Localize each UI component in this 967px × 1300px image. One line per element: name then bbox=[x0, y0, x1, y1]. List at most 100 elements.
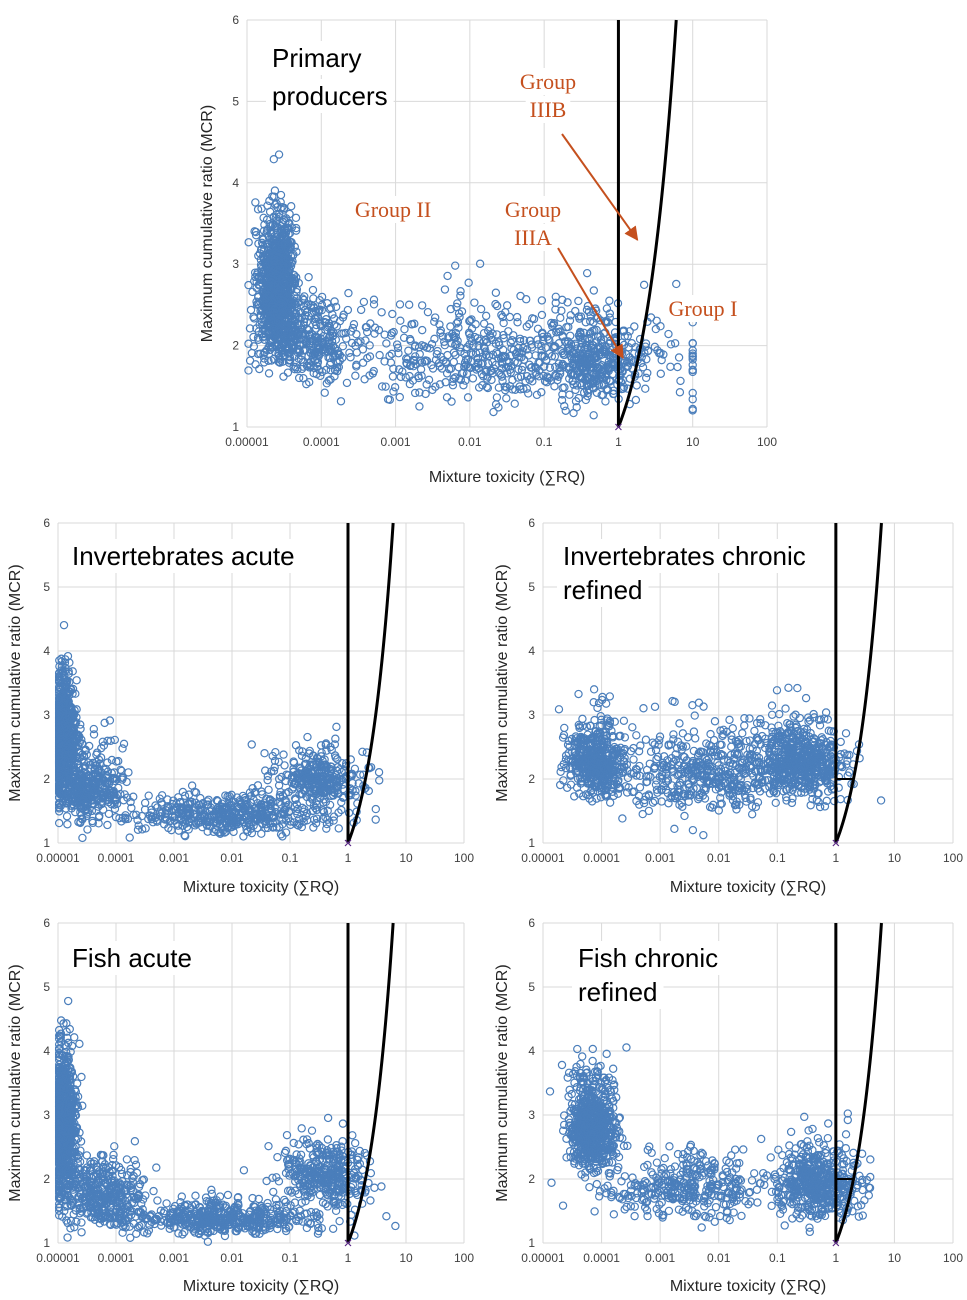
data-point bbox=[630, 322, 639, 331]
data-point bbox=[87, 806, 97, 816]
data-point bbox=[745, 714, 754, 723]
data-point bbox=[275, 286, 285, 296]
data-point bbox=[430, 317, 439, 326]
data-point bbox=[284, 807, 294, 816]
data-point bbox=[351, 371, 360, 380]
data-point bbox=[594, 752, 604, 762]
data-point bbox=[247, 348, 257, 358]
data-point bbox=[381, 382, 390, 391]
data-point bbox=[279, 372, 288, 381]
data-point bbox=[562, 322, 571, 332]
data-point bbox=[266, 267, 275, 276]
data-point bbox=[597, 370, 607, 379]
x-tick-label: 1 bbox=[615, 435, 622, 449]
data-point bbox=[572, 758, 582, 767]
data-point bbox=[431, 382, 440, 391]
data-point bbox=[401, 354, 411, 363]
data-point bbox=[74, 792, 83, 802]
data-point bbox=[317, 300, 327, 310]
data-point bbox=[456, 287, 465, 296]
data-point bbox=[356, 305, 366, 315]
data-point bbox=[55, 759, 65, 769]
data-point bbox=[551, 305, 560, 314]
data-point bbox=[470, 298, 479, 307]
data-point bbox=[100, 776, 110, 786]
data-point bbox=[129, 810, 138, 820]
x-tick-label: 0.00001 bbox=[225, 435, 269, 449]
data-point bbox=[352, 360, 361, 370]
data-point bbox=[70, 719, 79, 728]
data-point bbox=[345, 789, 355, 798]
data-point bbox=[666, 362, 675, 371]
data-point bbox=[876, 796, 886, 805]
data-point bbox=[738, 728, 747, 738]
data-point bbox=[517, 365, 527, 375]
data-point bbox=[451, 350, 460, 360]
data-point bbox=[63, 820, 72, 829]
data-point bbox=[344, 288, 353, 298]
data-point bbox=[281, 828, 291, 837]
data-point bbox=[410, 342, 420, 351]
data-point bbox=[460, 362, 469, 372]
data-point bbox=[771, 798, 780, 808]
data-point bbox=[605, 296, 614, 305]
data-point bbox=[287, 772, 297, 782]
chart-title: Invertebrates acute bbox=[66, 539, 301, 573]
data-point bbox=[394, 349, 403, 358]
data-point bbox=[239, 832, 248, 841]
data-point bbox=[309, 348, 319, 357]
data-point bbox=[160, 815, 170, 824]
data-point bbox=[325, 360, 335, 370]
data-point bbox=[283, 224, 293, 233]
data-point bbox=[167, 806, 176, 816]
data-point bbox=[600, 347, 609, 357]
data-point bbox=[371, 804, 380, 814]
data-point bbox=[264, 785, 273, 795]
data-point bbox=[116, 765, 125, 775]
data-point bbox=[129, 792, 138, 801]
title-background bbox=[266, 79, 394, 113]
data-point bbox=[72, 779, 82, 789]
data-point bbox=[251, 231, 261, 240]
data-point bbox=[274, 150, 284, 159]
data-point bbox=[565, 742, 574, 751]
data-point bbox=[529, 314, 539, 324]
data-point bbox=[112, 757, 121, 766]
data-point bbox=[516, 385, 525, 394]
data-point bbox=[564, 342, 574, 351]
data-point bbox=[388, 309, 397, 319]
data-point bbox=[291, 223, 301, 233]
data-point bbox=[273, 253, 282, 263]
x-tick-label: 0.0001 bbox=[583, 851, 620, 865]
data-point bbox=[107, 755, 117, 765]
data-point bbox=[459, 381, 468, 390]
data-point bbox=[405, 371, 414, 381]
data-point bbox=[315, 365, 324, 375]
data-point bbox=[82, 806, 91, 815]
data-point bbox=[463, 393, 473, 402]
data-point bbox=[605, 716, 615, 726]
data-point bbox=[448, 381, 458, 390]
data-point bbox=[404, 346, 413, 355]
data-point bbox=[253, 333, 263, 342]
data-point bbox=[491, 288, 501, 297]
data-point bbox=[300, 329, 310, 339]
data-point bbox=[345, 348, 354, 358]
data-point bbox=[57, 657, 66, 666]
data-point bbox=[318, 782, 328, 792]
data-point bbox=[292, 287, 301, 297]
data-point bbox=[252, 324, 261, 333]
data-point bbox=[689, 746, 699, 756]
data-point bbox=[56, 730, 65, 740]
data-point bbox=[574, 689, 583, 699]
data-point bbox=[334, 824, 343, 833]
data-point bbox=[405, 361, 415, 371]
data-point bbox=[270, 756, 280, 766]
data-point bbox=[255, 364, 264, 374]
data-point bbox=[492, 301, 502, 311]
data-point bbox=[582, 747, 592, 757]
data-point bbox=[688, 338, 697, 348]
data-point bbox=[557, 347, 566, 356]
data-point bbox=[251, 803, 261, 813]
data-point bbox=[563, 343, 573, 353]
